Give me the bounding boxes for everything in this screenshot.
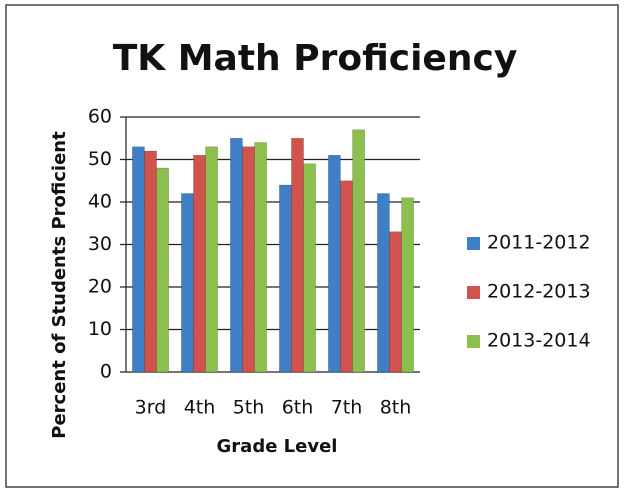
bar — [303, 163, 316, 373]
x-tick-label: 7th — [331, 397, 363, 419]
bar — [389, 231, 402, 373]
x-tick-label: 6th — [282, 397, 314, 419]
x-tick-label: 8th — [380, 397, 412, 419]
bar — [193, 154, 206, 373]
bar — [291, 137, 304, 373]
bar — [242, 146, 255, 373]
bar — [254, 142, 267, 373]
bar — [205, 146, 218, 373]
bar — [401, 197, 414, 373]
legend-swatch — [467, 286, 480, 299]
bar — [377, 193, 390, 373]
x-tick-label: 4th — [184, 397, 216, 419]
y-tick-label: 0 — [100, 361, 112, 383]
legend-swatch — [467, 237, 480, 250]
bar — [230, 137, 243, 373]
legend-swatch — [467, 335, 480, 348]
y-tick-label: 20 — [88, 276, 112, 298]
bar — [340, 180, 353, 373]
bar — [132, 146, 145, 373]
chart-title: TK Math Proficiency — [113, 38, 518, 79]
y-tick-label: 60 — [88, 106, 112, 128]
x-axis-title: Grade Level — [217, 436, 338, 457]
y-tick-label: 40 — [88, 191, 112, 213]
bar — [352, 129, 365, 373]
bar — [328, 154, 341, 373]
bar — [279, 184, 292, 373]
legend-label: 2011-2012 — [487, 232, 591, 254]
y-tick-label: 10 — [88, 318, 112, 340]
legend-label: 2012-2013 — [487, 281, 591, 303]
x-tick-label: 3rd — [135, 397, 167, 419]
bar — [144, 150, 157, 373]
x-tick-label: 5th — [233, 397, 265, 419]
legend-label: 2013-2014 — [487, 330, 591, 352]
y-axis-title: Percent of Students Proficient — [49, 131, 70, 439]
bar — [156, 167, 169, 373]
y-tick-label: 30 — [88, 233, 112, 255]
bar — [181, 193, 194, 373]
y-tick-label: 50 — [88, 148, 112, 170]
